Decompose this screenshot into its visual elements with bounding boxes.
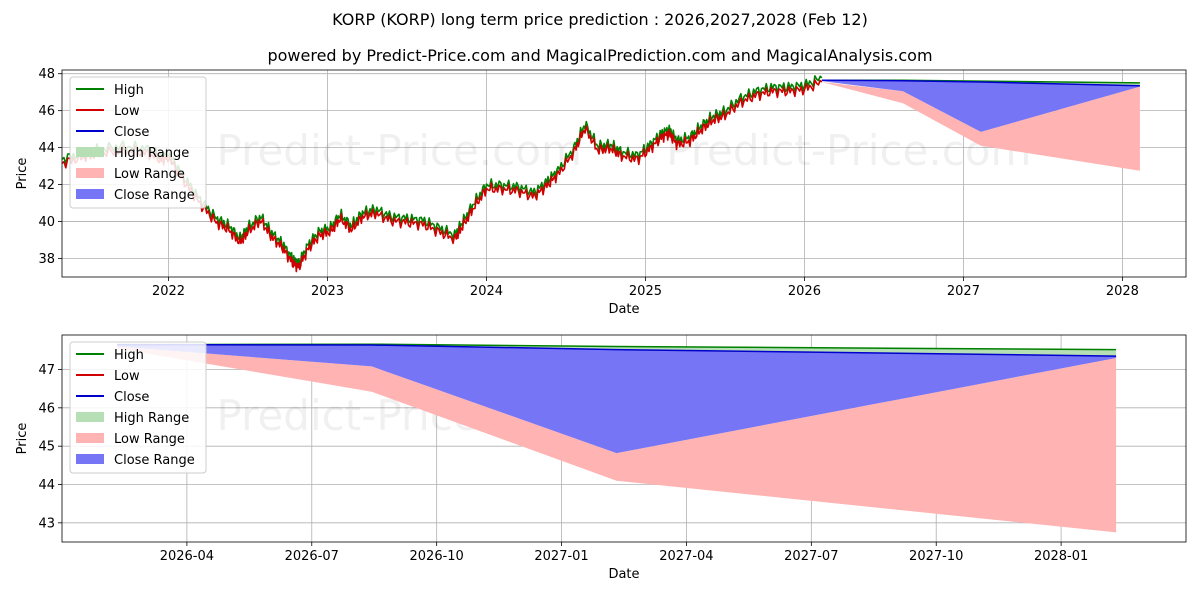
x-tick-label: 2026-04 bbox=[160, 549, 214, 564]
series-layer-top bbox=[62, 75, 1140, 273]
y-tick-label: 42 bbox=[38, 178, 55, 193]
x-tick-label: 2026 bbox=[788, 284, 821, 299]
x-tick-label: 2026-07 bbox=[285, 549, 339, 564]
legend-label: Close Range bbox=[114, 453, 195, 468]
legend-label: Low Range bbox=[114, 432, 185, 447]
x-tick-label: 2028 bbox=[1106, 284, 1139, 299]
axes-frame bbox=[61, 334, 1187, 543]
low-range-band bbox=[117, 346, 1117, 533]
y-tick-label: 44 bbox=[38, 141, 55, 156]
y-tick-label: 46 bbox=[38, 104, 55, 119]
x-tick-label: 2026-10 bbox=[410, 549, 464, 564]
legend-label: High Range bbox=[114, 411, 189, 426]
x-tick-label: 2027 bbox=[947, 284, 980, 299]
legend-swatch bbox=[76, 412, 104, 422]
legend-swatch bbox=[76, 189, 104, 199]
x-tick-label: 2027-04 bbox=[659, 549, 713, 564]
x-tick-label: 2022 bbox=[152, 284, 185, 299]
x-tick-label: 2027-10 bbox=[909, 549, 963, 564]
x-tick-label: 2028-01 bbox=[1034, 549, 1088, 564]
close-forecast-line bbox=[116, 343, 1117, 357]
legend-swatch bbox=[76, 454, 104, 464]
y-tick-label: 45 bbox=[38, 440, 55, 455]
y-tick-label: 47 bbox=[38, 363, 55, 378]
close-range-band bbox=[821, 80, 1140, 132]
y-tick-label: 38 bbox=[38, 252, 55, 267]
x-axis-label: Date bbox=[608, 567, 639, 582]
x-tick-label: 2027-07 bbox=[784, 549, 838, 564]
y-axis-label: Price bbox=[15, 158, 30, 190]
y-tick-label: 40 bbox=[38, 215, 55, 230]
close-range-band bbox=[117, 344, 1117, 454]
x-tick-label: 2025 bbox=[629, 284, 662, 299]
x-tick-label: 2024 bbox=[470, 284, 503, 299]
legend-label: Low Range bbox=[114, 167, 185, 182]
legend-label: Low bbox=[114, 369, 140, 384]
series-layer-bottom bbox=[116, 343, 1117, 533]
y-tick-label: 43 bbox=[38, 516, 55, 531]
low-history-line bbox=[62, 79, 823, 273]
panel-bottom: Predict-Price.comPredict-Price.com2026-0… bbox=[15, 334, 1187, 582]
low-range-band bbox=[821, 82, 1140, 171]
chart-subtitle: powered by Predict-Price.com and Magical… bbox=[267, 46, 933, 65]
legend-label: Close bbox=[114, 390, 149, 405]
x-tick-label: 2027-01 bbox=[534, 549, 588, 564]
axes-frame bbox=[61, 69, 1187, 278]
legend-label: Close Range bbox=[114, 188, 195, 203]
legend-swatch bbox=[76, 147, 104, 157]
x-axis-label: Date bbox=[608, 302, 639, 317]
y-axis-label: Price bbox=[15, 423, 30, 455]
legend-label: High bbox=[114, 83, 144, 98]
legend-label: Close bbox=[114, 125, 149, 140]
y-tick-label: 48 bbox=[38, 67, 55, 82]
legend: High Low Close High Range Low Range Close Ran… bbox=[69, 341, 207, 474]
legend-label: High Range bbox=[114, 146, 189, 161]
chart-title: KORP (KORP) long term price prediction :… bbox=[332, 10, 868, 29]
legend-swatch bbox=[76, 168, 104, 178]
legend-label: High bbox=[114, 348, 144, 363]
legend: High Low Close High Range Low Range Close Ran… bbox=[69, 76, 207, 209]
close-forecast-line bbox=[821, 79, 1140, 87]
watermark-text: Predict-Price.com bbox=[217, 126, 582, 175]
x-tick-label: 2023 bbox=[311, 284, 344, 299]
y-tick-label: 44 bbox=[38, 478, 55, 493]
legend-swatch bbox=[76, 433, 104, 443]
legend-label: Low bbox=[114, 104, 140, 119]
y-tick-label: 46 bbox=[38, 401, 55, 416]
